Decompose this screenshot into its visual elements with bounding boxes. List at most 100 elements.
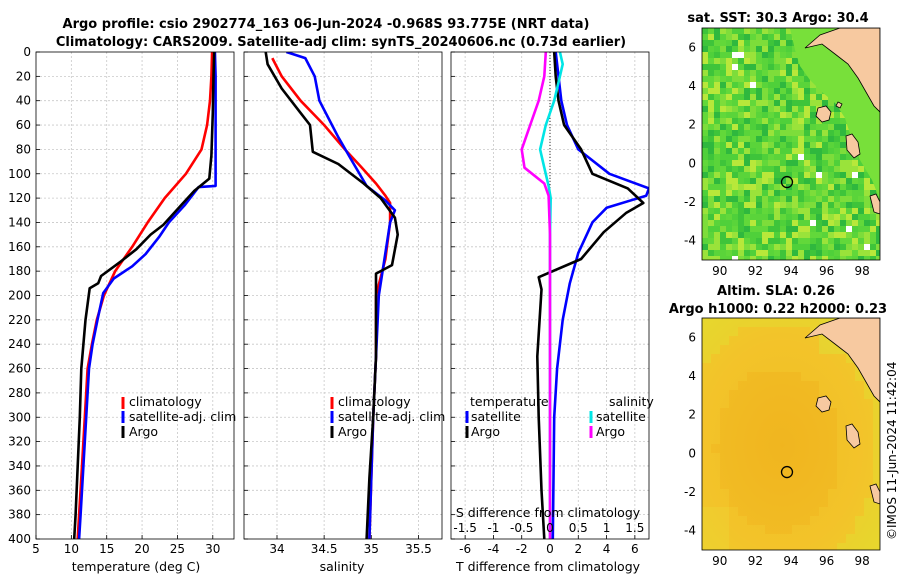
- sla-cell: [801, 435, 810, 444]
- sst-cell: [738, 124, 744, 130]
- x-tick-label: 34: [269, 542, 284, 556]
- legend-t-argo-label: Argo: [471, 424, 500, 439]
- sla-cell: [783, 489, 792, 498]
- sst-cell: [804, 130, 810, 136]
- sst-cell: [708, 46, 714, 52]
- sla-cell: [837, 516, 846, 525]
- series-t-argo: [536, 52, 645, 539]
- sst-cell: [786, 88, 792, 94]
- sst-cell: [840, 256, 846, 260]
- sst-cell: [768, 40, 774, 46]
- sla-cell: [801, 327, 810, 336]
- sst-cell: [828, 160, 834, 166]
- sst-cell: [858, 202, 864, 208]
- sst-cell: [846, 202, 852, 208]
- sst-cell: [780, 250, 786, 256]
- x-tick-label: 15: [99, 542, 114, 556]
- sla-cell: [729, 498, 738, 507]
- sla-cell: [837, 471, 846, 480]
- sst-cell: [756, 142, 762, 148]
- sla-cell: [756, 543, 765, 550]
- sla-cell: [756, 453, 765, 462]
- sla-cell: [756, 372, 765, 381]
- sst-cell: [768, 172, 774, 178]
- sst-cell: [702, 40, 708, 46]
- sst-cell: [732, 250, 738, 256]
- sla-cell: [828, 435, 837, 444]
- sla-cell: [873, 462, 880, 471]
- sst-cell: [702, 184, 708, 190]
- sla-cell: [864, 471, 873, 480]
- sla-cell: [810, 354, 819, 363]
- temperature-panel: 5 10 15 20 25 3002040608010012014016018020022…: [8, 45, 235, 556]
- sst-cell: [762, 118, 768, 124]
- sst-cell: [858, 184, 864, 190]
- sst-cell: [798, 208, 804, 214]
- sst-cell: [714, 106, 720, 112]
- y-tick-label: 0: [23, 45, 31, 59]
- sla-cell: [864, 417, 873, 426]
- sst-cell: [846, 178, 852, 184]
- sst-cell: [738, 118, 744, 124]
- sla-cell: [801, 534, 810, 543]
- sla-cell: [837, 435, 846, 444]
- sst-cell: [828, 112, 834, 118]
- sst-cell: [792, 136, 798, 142]
- sst-cell: [708, 166, 714, 172]
- sla-cell: [774, 534, 783, 543]
- sst-cell: [720, 166, 726, 172]
- sst-cell: [756, 220, 762, 226]
- sst-cell: [738, 154, 744, 160]
- sla-cell: [747, 516, 756, 525]
- sst-cell: [702, 208, 708, 214]
- sst-cell: [876, 226, 880, 232]
- sla-cell: [837, 408, 846, 417]
- sla-cell: [729, 444, 738, 453]
- sst-cell: [756, 58, 762, 64]
- sst-cell: [702, 244, 708, 250]
- sst-cell: [816, 100, 822, 106]
- sst-cell: [768, 196, 774, 202]
- sla-cell: [747, 417, 756, 426]
- sst-cell: [750, 124, 756, 130]
- sst-cell: [858, 160, 864, 166]
- sst-cell: [822, 154, 828, 160]
- sst-cell: [768, 202, 774, 208]
- sst-cell: [750, 40, 756, 46]
- sst-cell: [834, 148, 840, 154]
- sla-cell: [837, 372, 846, 381]
- sst-cell: [714, 250, 720, 256]
- sst-cell: [816, 178, 822, 184]
- sla-cell: [729, 354, 738, 363]
- sla-cell: [702, 453, 711, 462]
- sst-cell: [726, 46, 732, 52]
- sst-cell: [780, 202, 786, 208]
- sst-cell: [786, 190, 792, 196]
- sst-cell: [762, 160, 768, 166]
- sst-cell: [774, 70, 780, 76]
- sla-map-title: Altim. SLA: 0.26: [717, 284, 835, 299]
- sst-cell: [720, 142, 726, 148]
- series-s-argo: [520, 52, 552, 539]
- sst-cell: [780, 214, 786, 220]
- sst-cell: [702, 118, 708, 124]
- sla-cell: [828, 417, 837, 426]
- sla-cell: [801, 363, 810, 372]
- sla-cell: [819, 507, 828, 516]
- sst-cell: [804, 154, 810, 160]
- sla-cell: [846, 381, 855, 390]
- sla-cell: [846, 453, 855, 462]
- sst-cell: [828, 166, 834, 172]
- sla-cell: [729, 336, 738, 345]
- sla-cell: [864, 390, 873, 399]
- sst-cell: [834, 238, 840, 244]
- sst-cell: [726, 220, 732, 226]
- sla-cell: [837, 498, 846, 507]
- map-x-tick-label: 90: [712, 264, 727, 278]
- sla-cell: [720, 516, 729, 525]
- sst-cell: [840, 238, 846, 244]
- sla-cell: [792, 543, 801, 550]
- sst-cell: [720, 244, 726, 250]
- map-x-tick-label: 98: [855, 264, 870, 278]
- sst-cell: [714, 52, 720, 58]
